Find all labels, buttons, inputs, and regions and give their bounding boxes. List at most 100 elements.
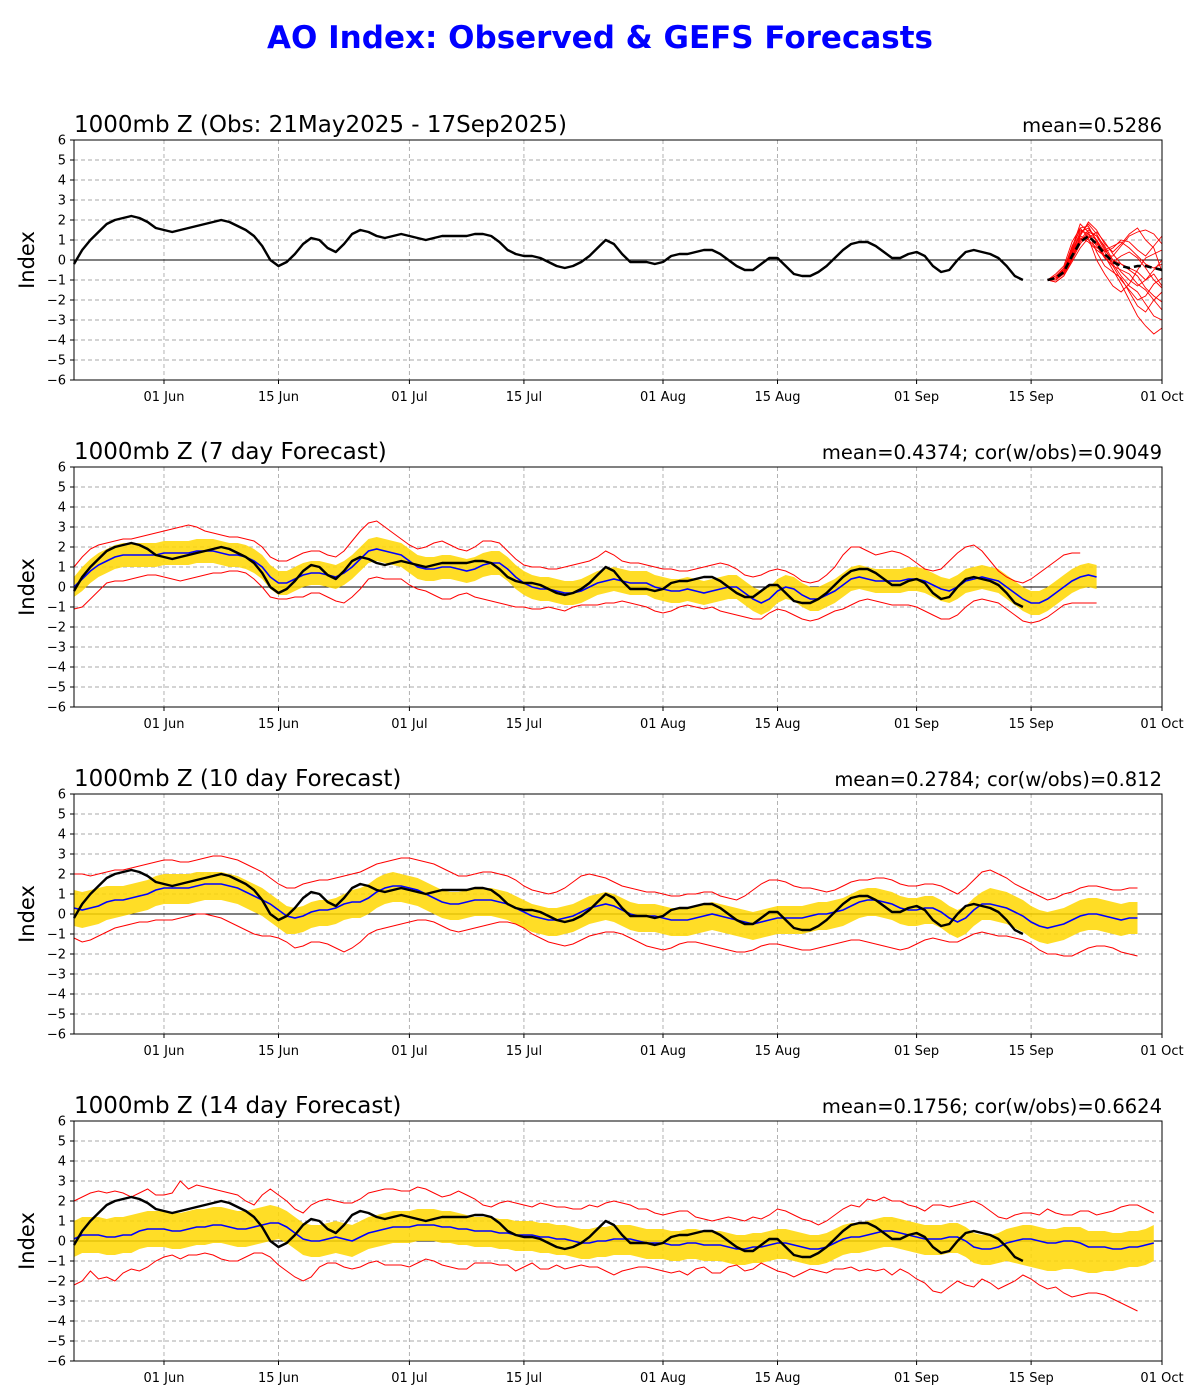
x-tick-label: 15 Jul: [506, 1371, 542, 1386]
y-tick-label: 0: [58, 1235, 66, 1250]
forecast-mean-line: [73, 883, 1138, 929]
envelope-max-line: [73, 1180, 1155, 1226]
panel-title: 1000mb Z (10 day Forecast): [74, 766, 401, 792]
y-tick-label: 3: [58, 1175, 66, 1190]
observed-line: [72, 1195, 1024, 1263]
x-tick-label: 01 Oct: [1140, 717, 1183, 732]
x-tick-label: 01 Aug: [640, 1044, 686, 1059]
x-tick-label: 01 Jun: [143, 1371, 184, 1386]
envelope-max-line: [74, 855, 1138, 901]
panel-1: 6 5 4 3 2 1 0 −1 −2 −3 −4 −5 −6 01 Jun 15 Jun 01 Jul 15 …: [15, 439, 1184, 732]
y-tick-label: 4: [58, 501, 66, 516]
y-tick-label: 1: [58, 888, 66, 903]
y-tick-label: 0: [58, 908, 66, 923]
y-tick-label: −6: [47, 1028, 66, 1043]
x-tick-label: 01 Aug: [640, 1371, 686, 1386]
y-tick-label: −1: [47, 601, 66, 616]
y-tick-label: 2: [58, 868, 66, 883]
y-tick-label: −4: [47, 334, 66, 349]
y-tick-label: 4: [58, 828, 66, 843]
y-tick-label: 3: [58, 848, 66, 863]
y-tick-label: 5: [58, 1135, 66, 1150]
y-tick-label: 0: [58, 581, 66, 596]
y-tick-label: 2: [58, 541, 66, 556]
y-tick-label: 1: [58, 234, 66, 249]
panel-stats: mean=0.2784; cor(w/obs)=0.812: [834, 768, 1162, 791]
x-tick-label: 01 Aug: [640, 390, 686, 405]
x-tick-label: 01 Sep: [894, 1371, 939, 1386]
x-tick-label: 15 Jun: [258, 1371, 299, 1386]
y-tick-label: 6: [58, 1115, 66, 1130]
x-tick-label: 15 Sep: [1009, 1371, 1054, 1386]
observed-line: [72, 214, 1024, 282]
x-tick-label: 01 Aug: [640, 717, 686, 732]
observed-line: [72, 868, 1024, 936]
y-tick-label: −2: [47, 948, 66, 963]
panel-stats: mean=0.1756; cor(w/obs)=0.6624: [822, 1095, 1162, 1118]
x-tick-label: 15 Jun: [258, 717, 299, 732]
envelope-min-line: [73, 1252, 1138, 1312]
y-tick-label: −5: [47, 1008, 66, 1023]
x-tick-label: 15 Aug: [754, 1044, 800, 1059]
x-tick-label: 01 Oct: [1140, 1371, 1183, 1386]
y-tick-label: 1: [58, 561, 66, 576]
x-tick-label: 15 Jul: [506, 717, 542, 732]
panel-title: 1000mb Z (7 day Forecast): [74, 439, 387, 465]
ensemble-member-line: [1047, 227, 1163, 293]
y-tick-label: 0: [58, 254, 66, 269]
x-tick-label: 01 Sep: [894, 1044, 939, 1059]
y-tick-label: −2: [47, 621, 66, 636]
envelope-min-line: [73, 913, 1138, 957]
y-axis-label: Index: [15, 558, 39, 616]
y-axis-label: Index: [15, 231, 39, 289]
plot-frame: [73, 1120, 1163, 1362]
y-tick-label: −3: [47, 1295, 66, 1310]
x-tick-label: 01 Jun: [143, 1044, 184, 1059]
y-tick-label: −4: [47, 1315, 66, 1330]
y-tick-label: 5: [58, 481, 66, 496]
y-tick-label: −3: [47, 968, 66, 983]
envelope-min-line: [73, 570, 1097, 624]
y-tick-label: −5: [47, 1335, 66, 1350]
x-tick-label: 01 Jul: [391, 1371, 427, 1386]
y-tick-label: −1: [47, 1255, 66, 1270]
ensemble-member-line: [1047, 231, 1163, 303]
x-tick-label: 01 Sep: [894, 390, 939, 405]
y-tick-label: −5: [47, 354, 66, 369]
main-title: AO Index: Observed & GEFS Forecasts: [267, 20, 933, 56]
x-tick-label: 15 Aug: [754, 390, 800, 405]
x-tick-label: 01 Jul: [391, 1044, 427, 1059]
x-tick-label: 15 Jul: [506, 390, 542, 405]
x-tick-label: 15 Jul: [506, 1044, 542, 1059]
y-tick-label: −4: [47, 988, 66, 1003]
envelope-max-line: [73, 520, 1081, 584]
y-axis-label: Index: [15, 1212, 39, 1270]
x-tick-label: 15 Aug: [754, 1371, 800, 1386]
y-tick-label: −3: [47, 314, 66, 329]
y-tick-label: −3: [47, 641, 66, 656]
y-tick-label: 3: [58, 194, 66, 209]
panel-stats: mean=0.4374; cor(w/obs)=0.9049: [822, 441, 1162, 464]
plot-frame: [73, 466, 1163, 708]
plot-frame: [73, 793, 1163, 1035]
y-axis-label: Index: [15, 885, 39, 943]
y-tick-label: 1: [58, 1215, 66, 1230]
y-tick-label: −2: [47, 1275, 66, 1290]
y-tick-label: 5: [58, 808, 66, 823]
panel-0: 6 5 4 3 2 1 0 −1 −2 −3 −4 −5 −6 01 Jun 15 Jun 01 Jul 15 …: [15, 112, 1184, 405]
y-tick-label: −6: [47, 374, 66, 389]
y-tick-label: 6: [58, 461, 66, 476]
y-tick-label: −5: [47, 681, 66, 696]
y-tick-label: 2: [58, 214, 66, 229]
x-tick-label: 15 Sep: [1009, 717, 1054, 732]
y-tick-label: 6: [58, 788, 66, 803]
ensemble-spread-band: [74, 872, 1138, 944]
x-tick-label: 15 Jun: [258, 390, 299, 405]
observed-line: [72, 541, 1024, 609]
panel-2: 6 5 4 3 2 1 0 −1 −2 −3 −4 −5 −6 01 Jun 15 Jun 01 Jul 15 …: [15, 766, 1184, 1059]
x-tick-label: 01 Jul: [391, 390, 427, 405]
ensemble-spread-band: [74, 537, 1097, 615]
y-tick-label: −4: [47, 661, 66, 676]
forecast-mean-line: [73, 1222, 1154, 1250]
